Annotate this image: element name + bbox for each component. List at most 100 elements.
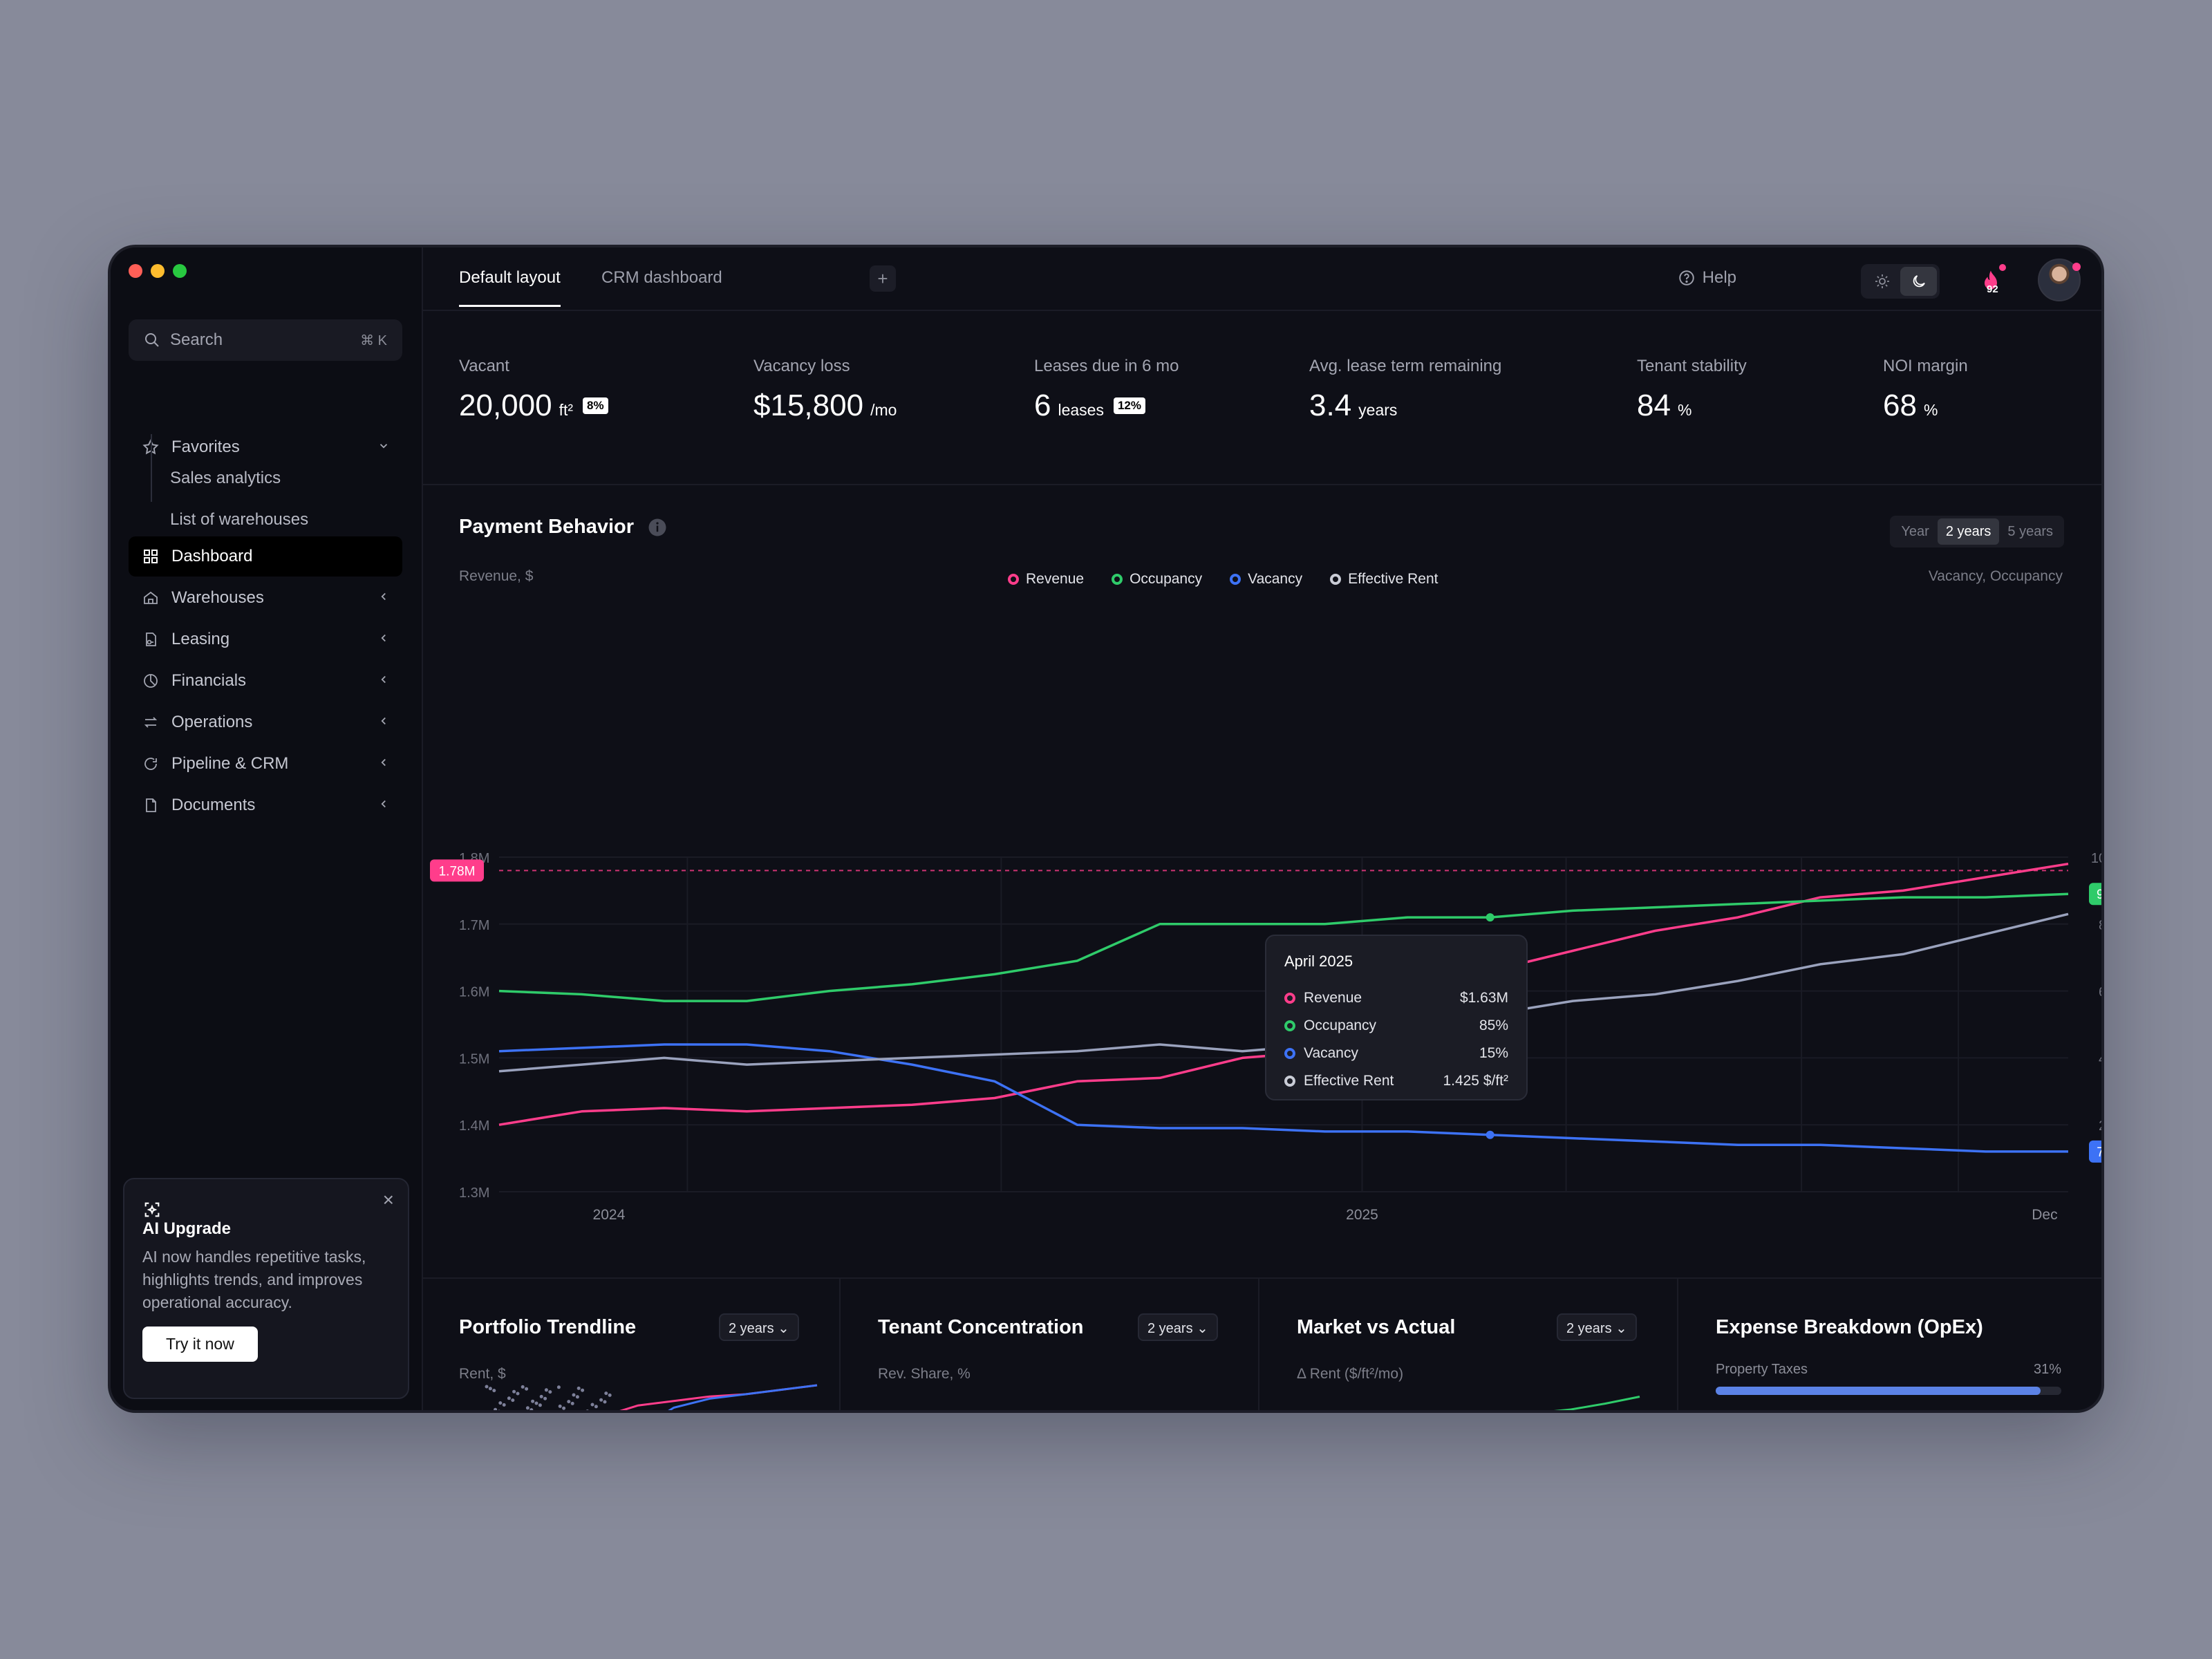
legend-effective-rent[interactable]: Effective Rent (1330, 571, 1438, 588)
sidebar-item-operations[interactable]: Operations (129, 702, 402, 742)
scatter-point (558, 1404, 562, 1408)
range-2-years[interactable]: 2 years (1937, 518, 2000, 545)
sidebar-item-label: Dashboard (171, 547, 253, 565)
dropdown-label: 2 years (1566, 1321, 1612, 1336)
y-tick-right: 20% (2099, 1118, 2101, 1134)
kpi-unit: % (1923, 401, 1938, 419)
help-button[interactable]: Help (1678, 268, 1736, 288)
avatar[interactable] (2038, 259, 2081, 301)
y-tick-right: 40% (2099, 1051, 2101, 1067)
theme-toggle[interactable] (1861, 264, 1940, 299)
search-icon (145, 333, 159, 347)
kpi-label: Vacant (459, 357, 509, 375)
divider (1677, 1279, 1678, 1410)
sidebar-item-pipeline-crm[interactable]: Pipeline & CRM (129, 744, 402, 784)
minimize-window-button[interactable] (151, 264, 165, 278)
sidebar-item-label: Documents (171, 796, 256, 814)
scatter-point (525, 1387, 529, 1391)
reference-label: 1.78M (439, 864, 476, 879)
help-icon (1678, 270, 1694, 285)
kpi-tenant-stability: Tenant stability 84% (1637, 357, 1747, 423)
legend-revenue[interactable]: Revenue (1008, 571, 1084, 588)
series-line-occupancy (498, 892, 2069, 1002)
sidebar-item-documents[interactable]: Documents (129, 785, 402, 825)
scatter-point (534, 1401, 538, 1405)
try-it-now-button[interactable]: Try it now (142, 1327, 258, 1362)
maximize-window-button[interactable] (173, 264, 187, 278)
y-tick-right: 100% (2091, 851, 2101, 866)
search-shortcut: ⌘ K (360, 332, 387, 348)
sun-icon[interactable] (1864, 267, 1900, 296)
tooltip-row-revenue: Revenue $1.63M (1284, 984, 1508, 1012)
kpi-label: NOI margin (1883, 357, 1968, 375)
upgrade-description: AI now handles repetitive tasks, highlig… (142, 1248, 366, 1311)
scatter-point (581, 1388, 585, 1392)
y-tick-left: 1.7M (459, 918, 489, 933)
kpi-badge: 12% (1113, 397, 1145, 414)
scatter-point (488, 1387, 492, 1391)
expense-row: Property Taxes 31% (1716, 1362, 2061, 1410)
kpi-unit: % (1677, 401, 1692, 419)
divider (423, 1277, 2101, 1279)
scatter-point (594, 1405, 598, 1409)
expense-bar-fill (1716, 1387, 2041, 1395)
favorite-item-warehouses-list[interactable]: List of warehouses (170, 510, 309, 529)
payment-behavior-chart[interactable]: 1.3M0%1.4M20%1.5M40%1.6M60%1.7M80%1.8M10… (423, 842, 2101, 1229)
tooltip-row-effective-rent: Effective Rent 1.425 $/ft² (1284, 1067, 1508, 1095)
info-icon[interactable] (647, 517, 668, 538)
scatter-point (543, 1396, 547, 1400)
tenant-concentration-chart[interactable] (841, 1381, 1258, 1410)
kpi-value: 6 (1034, 388, 1051, 422)
top-bar: Default layout CRM dashboard + Help 92 (423, 247, 2101, 311)
market-line (1553, 1396, 1640, 1410)
vacancy-end-label: 7% (2097, 1145, 2101, 1160)
cycle-icon (141, 754, 160, 774)
close-window-button[interactable] (129, 264, 142, 278)
scatter-point (599, 1398, 603, 1402)
kpi-label: Tenant stability (1637, 357, 1747, 375)
window-controls (129, 264, 187, 278)
portfolio-trendline-chart[interactable] (423, 1381, 839, 1410)
scatter-point (590, 1403, 594, 1407)
favorite-item-sales-analytics[interactable]: Sales analytics (170, 469, 281, 487)
trendline-range-dropdown[interactable]: 2 years ⌄ (719, 1313, 799, 1341)
kpi-noi-margin: NOI margin 68% (1883, 357, 1968, 423)
scatter-point (608, 1393, 612, 1397)
sidebar-item-leasing[interactable]: Leasing (129, 619, 402, 659)
concentration-range-dropdown[interactable]: 2 years ⌄ (1138, 1313, 1218, 1341)
y-tick-left: 1.6M (459, 985, 489, 1000)
sidebar-item-dashboard[interactable]: Dashboard (129, 536, 402, 577)
search-input[interactable]: Search ⌘ K (129, 319, 402, 361)
market-vs-actual-chart[interactable] (1259, 1381, 1677, 1410)
scatter-point (562, 1406, 566, 1410)
range-year[interactable]: Year (1901, 524, 1929, 539)
payment-behavior-title: Payment Behavior (459, 516, 635, 538)
close-icon[interactable]: × (382, 1189, 394, 1210)
scatter-point (511, 1398, 515, 1403)
home-icon (141, 588, 160, 608)
flame-icon (1985, 270, 1997, 290)
legend-occupancy[interactable]: Occupancy (1112, 571, 1202, 588)
add-tab-button[interactable]: + (870, 265, 896, 292)
app-window: Search ⌘ K Favorites Sales analytics Lis… (111, 247, 2101, 1410)
sidebar-item-warehouses[interactable]: Warehouses (129, 578, 402, 618)
tab-default-layout[interactable]: Default layout (459, 268, 561, 307)
sidebar-item-financials[interactable]: Financials (129, 661, 402, 701)
market-range-dropdown[interactable]: 2 years ⌄ (1557, 1313, 1637, 1341)
divider (1258, 1279, 1259, 1410)
moon-icon[interactable] (1900, 267, 1937, 296)
range-5-years[interactable]: 5 years (2007, 524, 2053, 539)
concentration-ylabel: Rev. Share, % (878, 1366, 971, 1382)
scatter-point (572, 1393, 576, 1397)
tab-crm-dashboard[interactable]: CRM dashboard (601, 268, 722, 287)
legend-vacancy[interactable]: Vacancy (1230, 571, 1302, 588)
scatter-point (604, 1391, 608, 1396)
tooltip-row-name: Revenue (1304, 990, 1362, 1006)
kpi-unit: leases (1058, 401, 1104, 419)
favorites-toggle[interactable]: Favorites (129, 427, 402, 467)
search-label: Search (170, 330, 223, 349)
scatter-point (492, 1389, 496, 1393)
sidebar-item-label: Leasing (171, 630, 230, 648)
occupancy-end-badge (2089, 883, 2101, 906)
streak-badge[interactable]: 92 (1978, 264, 2006, 299)
